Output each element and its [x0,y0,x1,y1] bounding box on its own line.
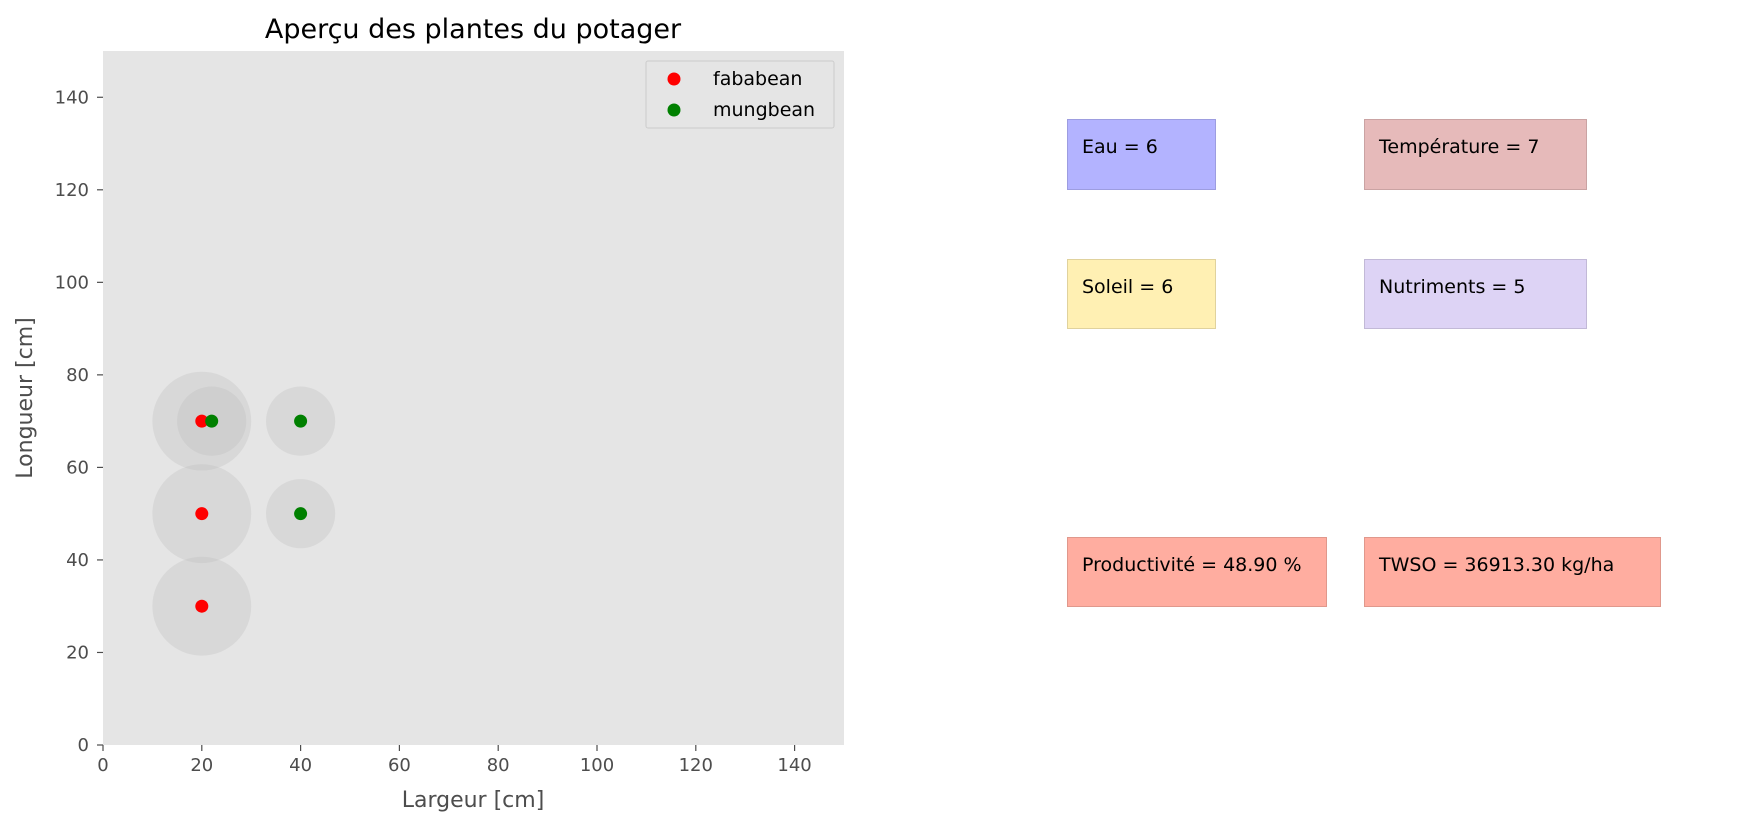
chart-title: Aperçu des plantes du potager [265,14,682,45]
mungbean-point [205,414,219,428]
x-tick-label: 100 [580,755,614,776]
eau-box: Eau = 6 [1067,119,1216,190]
x-tick-label: 20 [190,755,213,776]
twso-box: TWSO = 36913.30 kg/ha [1364,537,1661,607]
y-tick-label: 60 [66,457,89,478]
plant-points [195,414,308,613]
y-tick-label: 120 [55,180,89,201]
x-tick-label: 40 [289,755,312,776]
x-axis-label: Largeur [cm] [402,788,545,813]
temperature-box: Température = 7 [1364,119,1587,190]
soleil-box: Soleil = 6 [1067,259,1216,329]
axes: 0 20 40 60 80 100 120 140 0 20 40 60 80 100 120 140 [55,87,812,776]
y-tick-label: 100 [55,272,89,293]
x-tick-label: 140 [777,755,811,776]
y-tick-label: 0 [78,735,89,756]
x-tick-label: 60 [388,755,411,776]
fababean-point [195,414,209,428]
fababean-point [195,507,209,521]
y-tick-label: 140 [55,87,89,108]
legend-label-fababean: fababean [713,68,802,90]
nutriments-box: Nutriments = 5 [1364,259,1587,329]
y-tick-label: 20 [66,642,89,663]
legend-marker-fababean [667,72,681,86]
mungbean-point [294,507,308,521]
fababean-point [195,599,209,613]
plot-area [103,51,844,745]
y-tick-label: 80 [66,365,89,386]
y-axis-label: Longueur [cm] [13,317,38,478]
x-tick-label: 80 [487,755,510,776]
productivite-box: Productivité = 48.90 % [1067,537,1327,607]
legend-label-mungbean: mungbean [713,99,815,121]
legend: fababean mungbean [645,60,835,129]
legend-marker-mungbean [667,103,681,117]
x-tick-label: 120 [679,755,713,776]
mungbean-point [294,414,308,428]
y-tick-label: 40 [66,550,89,571]
x-tick-label: 0 [97,755,108,776]
legend-box [645,60,835,129]
